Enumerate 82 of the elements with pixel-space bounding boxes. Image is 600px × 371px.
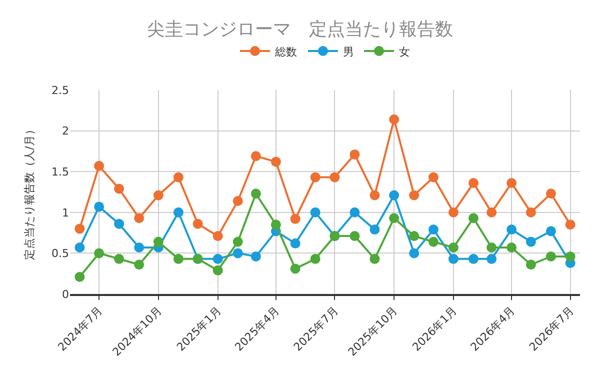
y-tick-label: 1.5 — [52, 165, 69, 178]
point — [290, 214, 300, 224]
point — [506, 178, 517, 188]
point — [310, 172, 320, 182]
point — [468, 254, 478, 264]
chart-title: 尖圭コンジローマ 定点当たり報告数 — [147, 18, 453, 40]
y-tick-label: 0 — [62, 288, 69, 301]
point — [310, 254, 320, 264]
point — [212, 265, 223, 276]
legend-label: 女 — [399, 45, 410, 58]
point — [290, 264, 300, 274]
point — [350, 149, 360, 160]
point — [370, 190, 380, 200]
y-tick-label: 2.5 — [52, 84, 69, 97]
point — [389, 190, 400, 200]
point — [409, 248, 420, 258]
y-axis-title: 定点当たり報告数（人/月） — [23, 124, 36, 260]
point — [94, 160, 104, 171]
point — [486, 254, 497, 264]
point — [94, 248, 104, 258]
point — [114, 184, 124, 194]
point — [565, 220, 576, 230]
point — [250, 188, 261, 199]
point — [428, 236, 438, 247]
point — [546, 188, 556, 199]
point — [192, 218, 203, 229]
legend-label: 総数 — [274, 45, 297, 58]
point — [270, 156, 281, 167]
point — [409, 231, 420, 242]
point — [173, 172, 184, 182]
point — [173, 254, 184, 264]
point — [486, 207, 497, 218]
point — [350, 231, 360, 242]
point — [448, 207, 458, 218]
point — [270, 220, 281, 230]
point — [74, 224, 85, 234]
point — [468, 178, 478, 188]
point — [153, 236, 164, 247]
point — [486, 242, 497, 252]
point — [526, 236, 536, 247]
point — [250, 151, 261, 162]
point — [173, 207, 184, 218]
point — [330, 172, 340, 182]
y-tick-label: 2 — [62, 124, 69, 138]
point — [468, 213, 478, 224]
y-tick-label: 1 — [62, 206, 69, 220]
point — [290, 238, 300, 248]
point — [409, 190, 420, 200]
point — [389, 213, 400, 224]
point — [114, 254, 124, 264]
point — [546, 226, 556, 236]
point — [134, 213, 144, 224]
legend-label: 男 — [343, 45, 354, 58]
point — [232, 248, 243, 258]
point — [506, 224, 517, 235]
point — [232, 196, 243, 206]
point — [153, 190, 164, 200]
point — [546, 251, 556, 262]
point — [350, 207, 360, 218]
point — [250, 251, 261, 262]
point — [448, 254, 458, 264]
point — [428, 172, 438, 182]
point — [370, 254, 380, 264]
point — [506, 242, 517, 252]
point — [389, 114, 400, 124]
point — [526, 260, 536, 270]
point — [134, 242, 144, 252]
point — [232, 236, 243, 247]
point — [74, 272, 85, 282]
point — [370, 224, 380, 235]
point — [134, 260, 144, 270]
point — [310, 207, 320, 218]
point — [526, 207, 536, 218]
point — [428, 224, 438, 235]
y-tick-label: 0.5 — [52, 247, 69, 260]
point — [94, 202, 104, 212]
point — [114, 218, 124, 229]
point — [74, 242, 85, 252]
point — [448, 242, 458, 252]
point — [212, 254, 223, 264]
point — [565, 251, 576, 262]
point — [212, 231, 223, 242]
